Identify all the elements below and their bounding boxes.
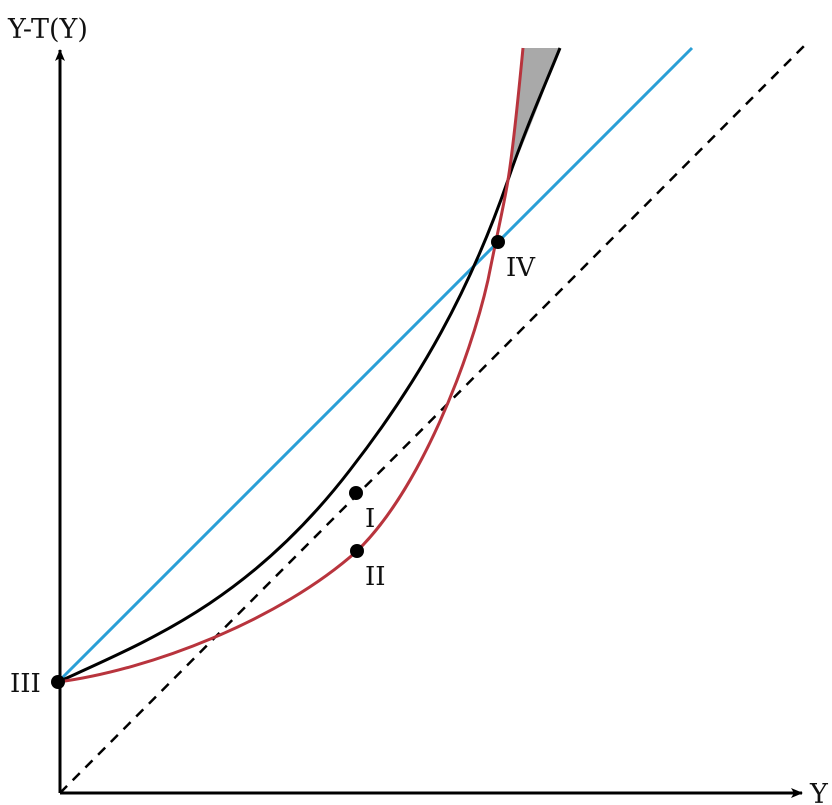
point-III-marker bbox=[51, 675, 65, 689]
point-II-marker bbox=[350, 544, 364, 558]
blue-line bbox=[56, 46, 694, 684]
point-I-label: I bbox=[365, 504, 375, 534]
point-III-label: III bbox=[10, 669, 41, 699]
x-axis-label: Y bbox=[809, 779, 829, 805]
red-curve bbox=[57, 47, 525, 684]
point-II-label: II bbox=[365, 562, 386, 592]
point-IV-marker bbox=[491, 235, 505, 249]
y-axis-label: Y-T(Y) bbox=[7, 14, 88, 45]
point-IV-label: IV bbox=[506, 253, 536, 283]
black-curve bbox=[57, 47, 562, 684]
dashed-45-degree-line bbox=[59, 44, 806, 794]
point-I-marker bbox=[349, 486, 363, 500]
